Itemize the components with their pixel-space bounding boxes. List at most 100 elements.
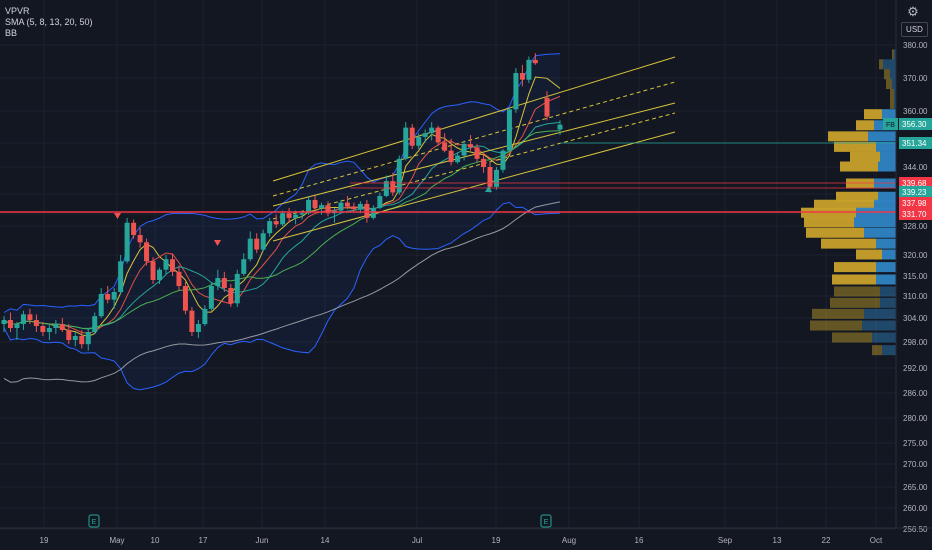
- sell-marker: [114, 213, 121, 219]
- price-tag-value: 339.23: [902, 188, 927, 197]
- candle-body: [448, 150, 454, 163]
- candle-body: [46, 328, 52, 332]
- volume-bar-down: [821, 238, 876, 249]
- candle-body: [247, 238, 253, 260]
- volume-bar-up: [878, 191, 896, 202]
- volume-bar-up: [854, 217, 896, 228]
- volume-bar-up: [878, 161, 896, 172]
- candle-body: [20, 314, 26, 324]
- currency-label[interactable]: USD: [901, 22, 928, 37]
- candle-body: [1, 320, 7, 324]
- volume-bar-down: [890, 98, 894, 109]
- symbol-tag-bg: [883, 118, 898, 130]
- candle-body: [150, 261, 156, 280]
- volume-bar-down: [806, 227, 864, 238]
- candle-body: [111, 292, 117, 300]
- volume-bar-down: [836, 191, 878, 202]
- candle-body: [208, 286, 214, 309]
- time-tick: May: [109, 536, 124, 545]
- volume-bar-up: [880, 297, 896, 308]
- earnings-marker-icon: E: [88, 514, 100, 528]
- candle-body: [481, 158, 487, 167]
- candle-body: [455, 155, 461, 163]
- candle-body: [506, 109, 512, 151]
- candle-body: [215, 278, 221, 286]
- earnings-marker-letter: E: [544, 519, 549, 526]
- volume-bar-up: [894, 49, 896, 60]
- candle-body: [105, 294, 111, 300]
- price-tick: 275.00: [903, 439, 928, 448]
- candle-body: [493, 169, 499, 187]
- volume-bar-down: [812, 308, 864, 319]
- candle-body: [416, 136, 422, 146]
- candle-body: [513, 73, 519, 110]
- candle-body: [254, 238, 260, 250]
- volume-profile: [801, 49, 896, 356]
- earnings-marker-frame: [540, 514, 552, 528]
- earnings-marker-icon: E: [540, 514, 552, 528]
- volume-bar-up: [883, 59, 896, 70]
- legend-bb[interactable]: BB: [5, 28, 18, 38]
- candle-body: [403, 127, 409, 159]
- bollinger-upper: [3, 53, 561, 313]
- price-tag-value: 339.68: [902, 179, 927, 188]
- channel-line: [272, 112, 676, 220]
- candle-body: [27, 314, 33, 320]
- price-tag-value: 337.98: [902, 199, 927, 208]
- candle-body: [286, 213, 292, 218]
- candle-body: [500, 150, 506, 170]
- volume-bar-up: [868, 131, 896, 142]
- volume-bar-up: [876, 262, 896, 273]
- time-axis[interactable]: 19 May 10 17 Jun 14 Jul 19 Aug 16 Sep 13 22 Oct E E: [40, 514, 883, 545]
- time-tick: 10: [151, 536, 160, 545]
- price-tag-bg: [899, 186, 932, 198]
- price-tick: 310.00: [903, 292, 928, 301]
- sell-marker: [214, 240, 221, 246]
- volume-bar-up: [882, 345, 896, 356]
- candle-body: [351, 206, 357, 210]
- candle-body: [234, 273, 240, 304]
- candle-body: [66, 330, 72, 340]
- settings-icon[interactable]: ⚙: [907, 4, 919, 19]
- volume-bar-down: [828, 131, 868, 142]
- volume-bar-down: [884, 69, 890, 80]
- regression-channel: [272, 56, 676, 242]
- price-tag-value: 331.70: [902, 210, 927, 219]
- price-tag-value: 356.30: [902, 120, 927, 129]
- volume-bar-down: [814, 199, 874, 210]
- time-tick: 19: [40, 536, 49, 545]
- candle-body: [390, 181, 396, 193]
- candle-body: [344, 202, 350, 207]
- candle-body: [40, 326, 46, 332]
- volume-bar-down: [832, 332, 872, 343]
- candle-body: [364, 203, 370, 218]
- candle-body: [137, 235, 143, 243]
- channel-line: [272, 102, 676, 207]
- price-tick: 286.00: [903, 389, 928, 398]
- candle-body: [98, 294, 104, 317]
- grid: [0, 0, 896, 530]
- volume-bar-down: [892, 49, 894, 60]
- volume-bar-up: [882, 249, 896, 260]
- price-tick: 260.00: [903, 504, 928, 513]
- time-tick: Jul: [412, 536, 422, 545]
- candle-body: [409, 127, 415, 146]
- volume-bar-down: [804, 217, 854, 228]
- legend-sma[interactable]: SMA (5, 8, 13, 20, 50): [5, 17, 93, 27]
- candle-body: [182, 286, 188, 311]
- time-tick: 19: [492, 536, 501, 545]
- time-tick: Sep: [718, 536, 733, 545]
- price-tick: 344.00: [903, 163, 928, 172]
- time-tick: Aug: [562, 536, 576, 545]
- volume-bar-up: [874, 199, 896, 210]
- candle-body: [85, 332, 91, 345]
- volume-bar-up: [872, 332, 896, 343]
- legend-vpvr[interactable]: VPVR: [5, 6, 30, 16]
- volume-bar-up: [882, 109, 896, 120]
- time-tick: 13: [773, 536, 782, 545]
- volume-bar-down: [846, 178, 874, 189]
- volume-bar-down: [850, 151, 880, 162]
- price-tick: 360.00: [903, 107, 928, 116]
- volume-bar-up: [880, 286, 896, 297]
